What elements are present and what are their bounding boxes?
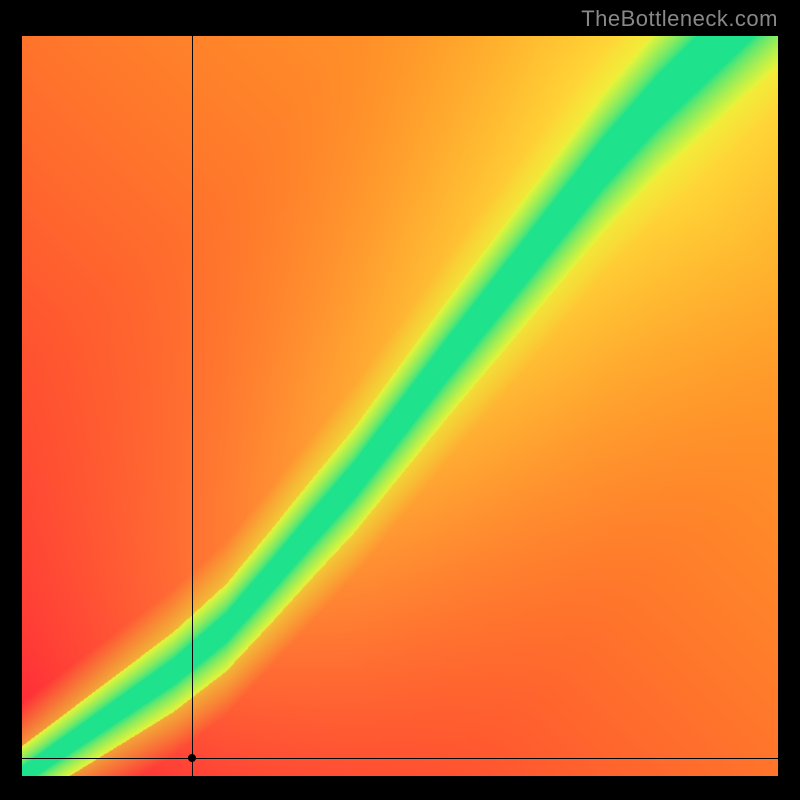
crosshair-dot: [188, 754, 196, 762]
watermark-text: TheBottleneck.com: [581, 6, 778, 32]
heatmap-plot: [22, 36, 778, 776]
crosshair-vertical-line: [192, 36, 193, 776]
crosshair-horizontal-line: [22, 758, 778, 759]
heatmap-canvas: [22, 36, 778, 776]
